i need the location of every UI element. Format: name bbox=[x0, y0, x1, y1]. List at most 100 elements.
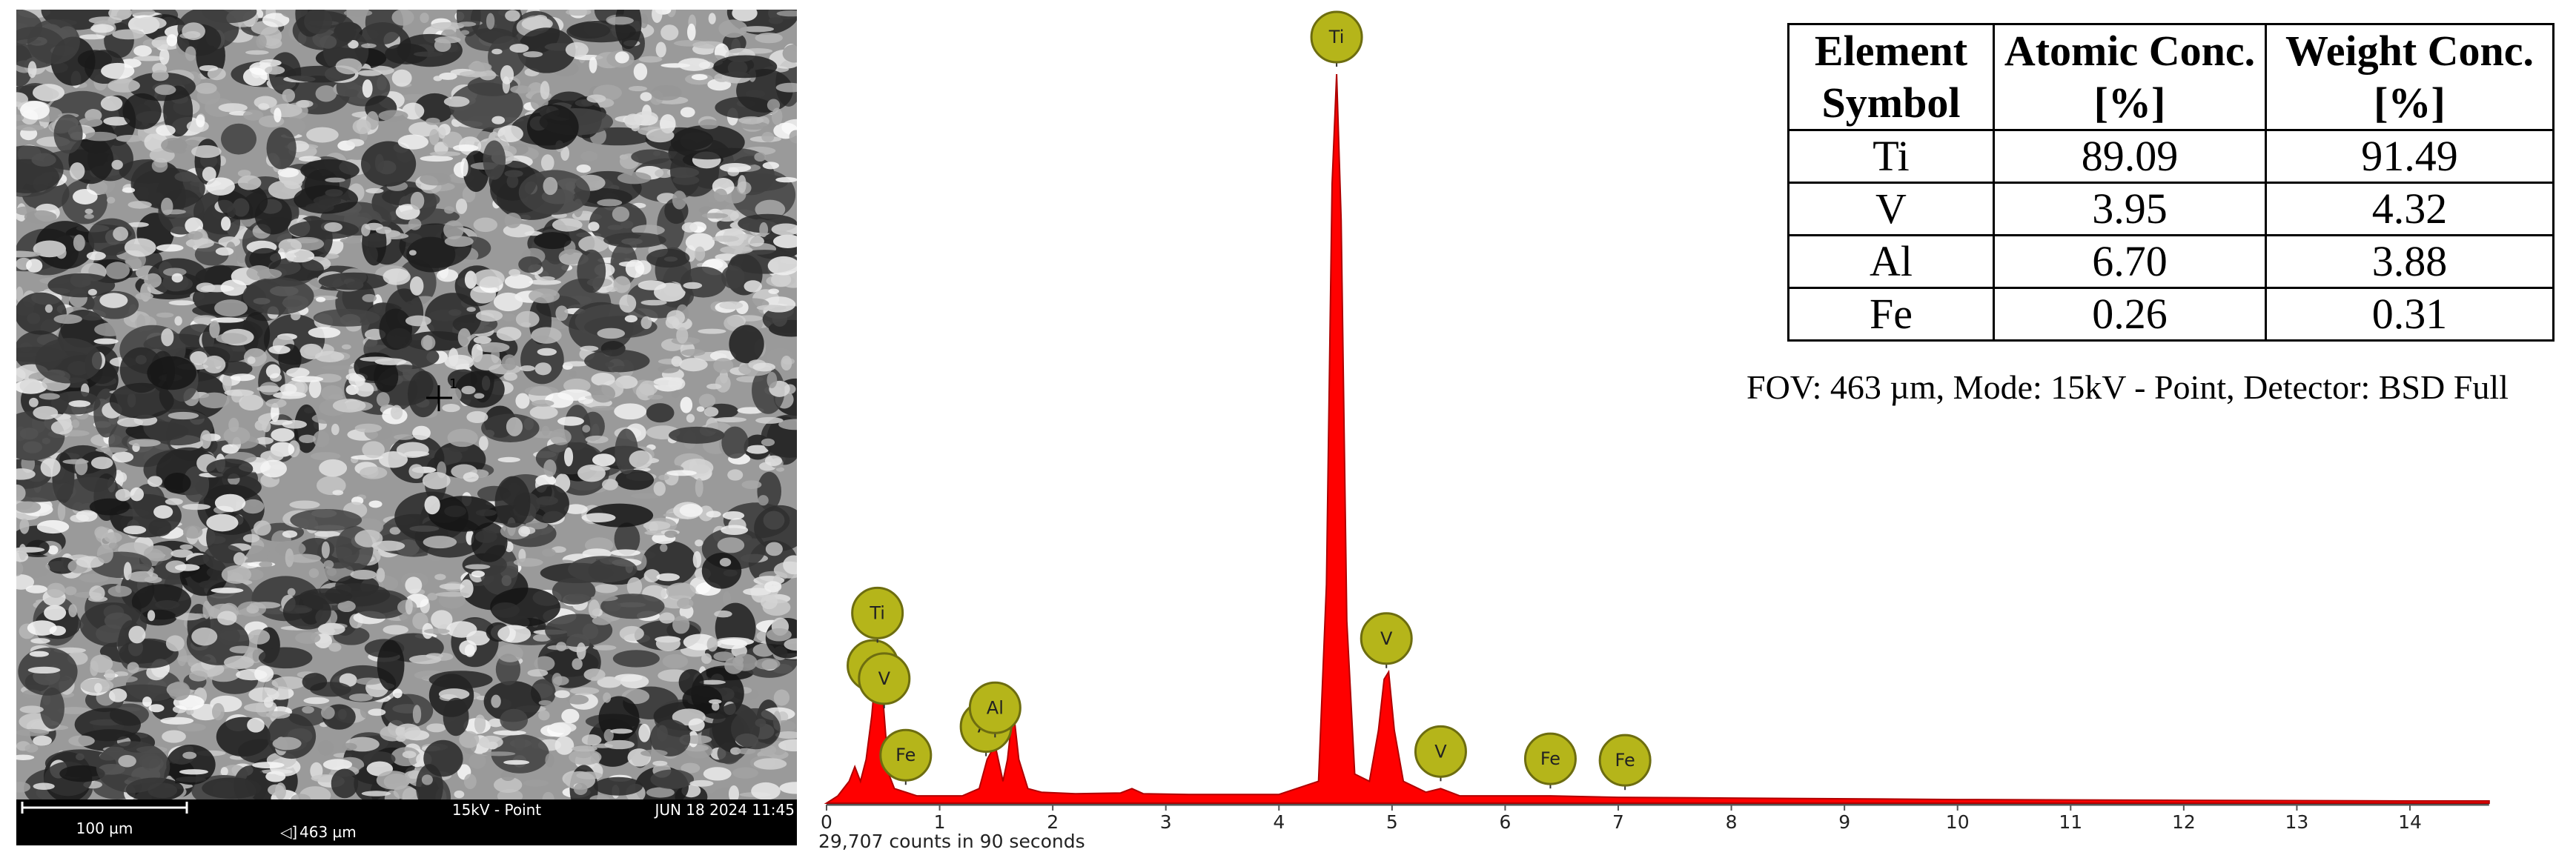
sem-texture bbox=[461, 385, 476, 395]
sem-texture bbox=[271, 676, 306, 690]
sem-texture bbox=[703, 767, 732, 781]
sem-texture bbox=[256, 268, 282, 279]
sem-texture bbox=[33, 735, 52, 746]
sem-texture bbox=[304, 10, 333, 34]
sem-texture bbox=[765, 542, 783, 556]
sem-texture bbox=[541, 425, 550, 436]
sem-texture bbox=[295, 632, 321, 644]
sem-texture bbox=[242, 533, 260, 543]
sem-texture bbox=[457, 327, 471, 347]
sem-texture bbox=[408, 218, 422, 230]
sem-texture bbox=[412, 425, 431, 440]
sem-texture bbox=[473, 217, 498, 233]
sem-texture bbox=[122, 93, 162, 130]
sem-texture bbox=[237, 170, 251, 177]
sem-texture bbox=[272, 736, 302, 751]
sem-texture bbox=[156, 244, 184, 252]
sem-texture bbox=[523, 779, 549, 787]
sem-texture bbox=[754, 152, 766, 162]
sem-texture bbox=[412, 705, 422, 724]
sem-texture bbox=[16, 574, 35, 590]
sem-texture bbox=[584, 349, 650, 373]
sem-texture bbox=[162, 730, 186, 743]
sem-texture bbox=[127, 662, 139, 674]
sem-texture bbox=[202, 544, 245, 571]
sem-texture bbox=[188, 613, 207, 619]
sem-texture bbox=[488, 718, 503, 728]
sem-texture bbox=[714, 188, 728, 202]
sem-texture bbox=[694, 246, 706, 262]
sem-texture bbox=[289, 500, 320, 509]
sem-texture bbox=[73, 234, 85, 251]
sem-texture bbox=[569, 370, 577, 378]
sem-texture bbox=[775, 82, 797, 93]
sem-texture bbox=[56, 247, 67, 259]
sem-texture bbox=[768, 288, 779, 294]
sem-texture bbox=[360, 141, 417, 187]
sem-texture bbox=[214, 299, 248, 317]
sem-texture bbox=[610, 549, 641, 556]
sem-texture bbox=[474, 714, 486, 734]
sem-texture bbox=[706, 383, 722, 390]
sem-texture bbox=[583, 668, 606, 681]
sem-texture bbox=[191, 145, 222, 159]
sem-texture bbox=[696, 406, 705, 412]
sem-texture bbox=[527, 484, 569, 524]
sem-texture bbox=[50, 420, 73, 435]
sem-texture bbox=[604, 739, 635, 750]
sem-texture bbox=[555, 305, 569, 322]
element-marker-label: V bbox=[1380, 628, 1393, 649]
sem-texture bbox=[128, 222, 149, 227]
sem-texture bbox=[428, 129, 440, 146]
sem-texture bbox=[554, 736, 575, 755]
sem-texture bbox=[515, 310, 540, 327]
sem-texture bbox=[695, 478, 703, 497]
sem-texture bbox=[383, 625, 408, 635]
sem-texture bbox=[377, 639, 405, 691]
sem-texture bbox=[306, 127, 339, 143]
sem-texture bbox=[746, 445, 769, 454]
sem-texture bbox=[383, 268, 411, 285]
sem-texture bbox=[221, 123, 256, 155]
sem-texture bbox=[493, 776, 523, 794]
sem-texture bbox=[532, 399, 554, 408]
sem-texture bbox=[274, 107, 282, 123]
sem-texture bbox=[658, 365, 680, 373]
sem-texture bbox=[96, 741, 170, 794]
sem-texture bbox=[721, 265, 745, 289]
sem-texture bbox=[651, 84, 682, 101]
sem-texture bbox=[342, 742, 357, 751]
sem-texture bbox=[589, 56, 597, 73]
x-tick-label: 1 bbox=[934, 811, 946, 833]
header-cell: Weight Conc.[%] bbox=[2265, 23, 2555, 131]
sem-texture bbox=[465, 564, 491, 570]
sem-texture bbox=[655, 168, 674, 179]
sem-texture bbox=[57, 707, 92, 714]
sem-texture bbox=[254, 419, 267, 431]
sem-texture bbox=[500, 770, 516, 782]
sem-texture bbox=[755, 416, 784, 424]
sem-texture bbox=[182, 503, 211, 511]
sem-texture bbox=[549, 428, 572, 445]
sem-texture bbox=[614, 522, 640, 556]
sem-texture bbox=[578, 236, 609, 253]
sem-texture bbox=[595, 584, 618, 593]
sem-texture bbox=[133, 167, 205, 210]
sem-texture bbox=[328, 642, 342, 652]
sem-texture bbox=[299, 434, 316, 443]
sem-texture bbox=[646, 248, 690, 268]
sem-texture bbox=[188, 230, 203, 240]
sem-texture bbox=[493, 292, 523, 312]
sem-texture bbox=[466, 307, 476, 312]
sem-texture bbox=[316, 296, 326, 302]
sem-texture bbox=[332, 490, 344, 496]
sem-texture bbox=[393, 688, 403, 699]
sem-texture bbox=[53, 314, 82, 325]
sem-texture bbox=[83, 131, 117, 142]
sem-texture bbox=[224, 389, 254, 396]
element-marker bbox=[1598, 734, 1652, 787]
sem-texture bbox=[221, 216, 231, 231]
sem-texture bbox=[64, 586, 77, 596]
sem-texture bbox=[405, 315, 431, 327]
sem-texture bbox=[714, 416, 747, 422]
